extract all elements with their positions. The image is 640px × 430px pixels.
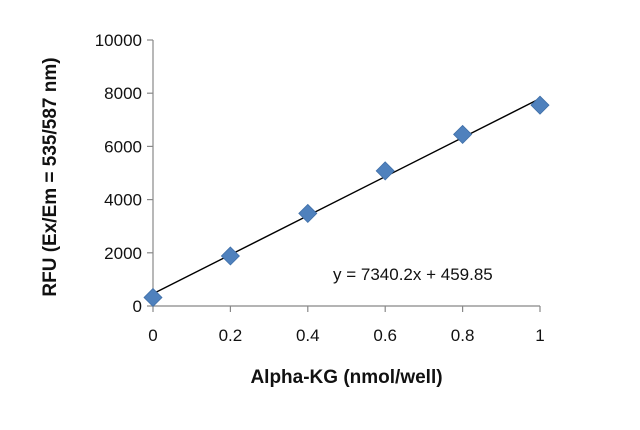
y-axis-ticks: 0 2000 4000 6000 8000 10000: [95, 31, 153, 316]
y-tick-label: 0: [133, 297, 142, 316]
trendline-equation: y = 7340.2x + 459.85: [333, 265, 493, 284]
x-tick-label: 1: [535, 326, 544, 345]
y-tick-label: 10000: [95, 31, 142, 50]
x-tick-label: 0.4: [296, 326, 320, 345]
y-tick-label: 2000: [104, 244, 142, 263]
x-tick-label: 0.6: [373, 326, 397, 345]
y-tick-label: 4000: [104, 191, 142, 210]
plot-area: 0 2000 4000 6000 8000 10000 0 0.2 0.4 0.6 0.8 1 y …: [95, 31, 550, 345]
data-point: [143, 287, 163, 308]
data-point: [298, 203, 318, 223]
data-points: [143, 95, 550, 308]
trendline: [152, 97, 541, 295]
data-point: [375, 161, 395, 181]
x-tick-label: 0: [148, 326, 157, 345]
y-axis-title: RFU (Ex/Em = 535/587 nm): [40, 57, 61, 296]
data-point: [530, 95, 550, 115]
y-tick-label: 8000: [104, 84, 142, 103]
x-tick-label: 0.8: [451, 326, 475, 345]
data-point: [220, 246, 240, 266]
x-axis-ticks: 0 0.2 0.4 0.6 0.8 1: [148, 306, 545, 345]
x-tick-label: 0.2: [219, 326, 243, 345]
y-tick-label: 6000: [104, 137, 142, 156]
data-point: [453, 124, 473, 144]
x-axis-title: Alpha-KG (nmol/well): [250, 367, 442, 388]
